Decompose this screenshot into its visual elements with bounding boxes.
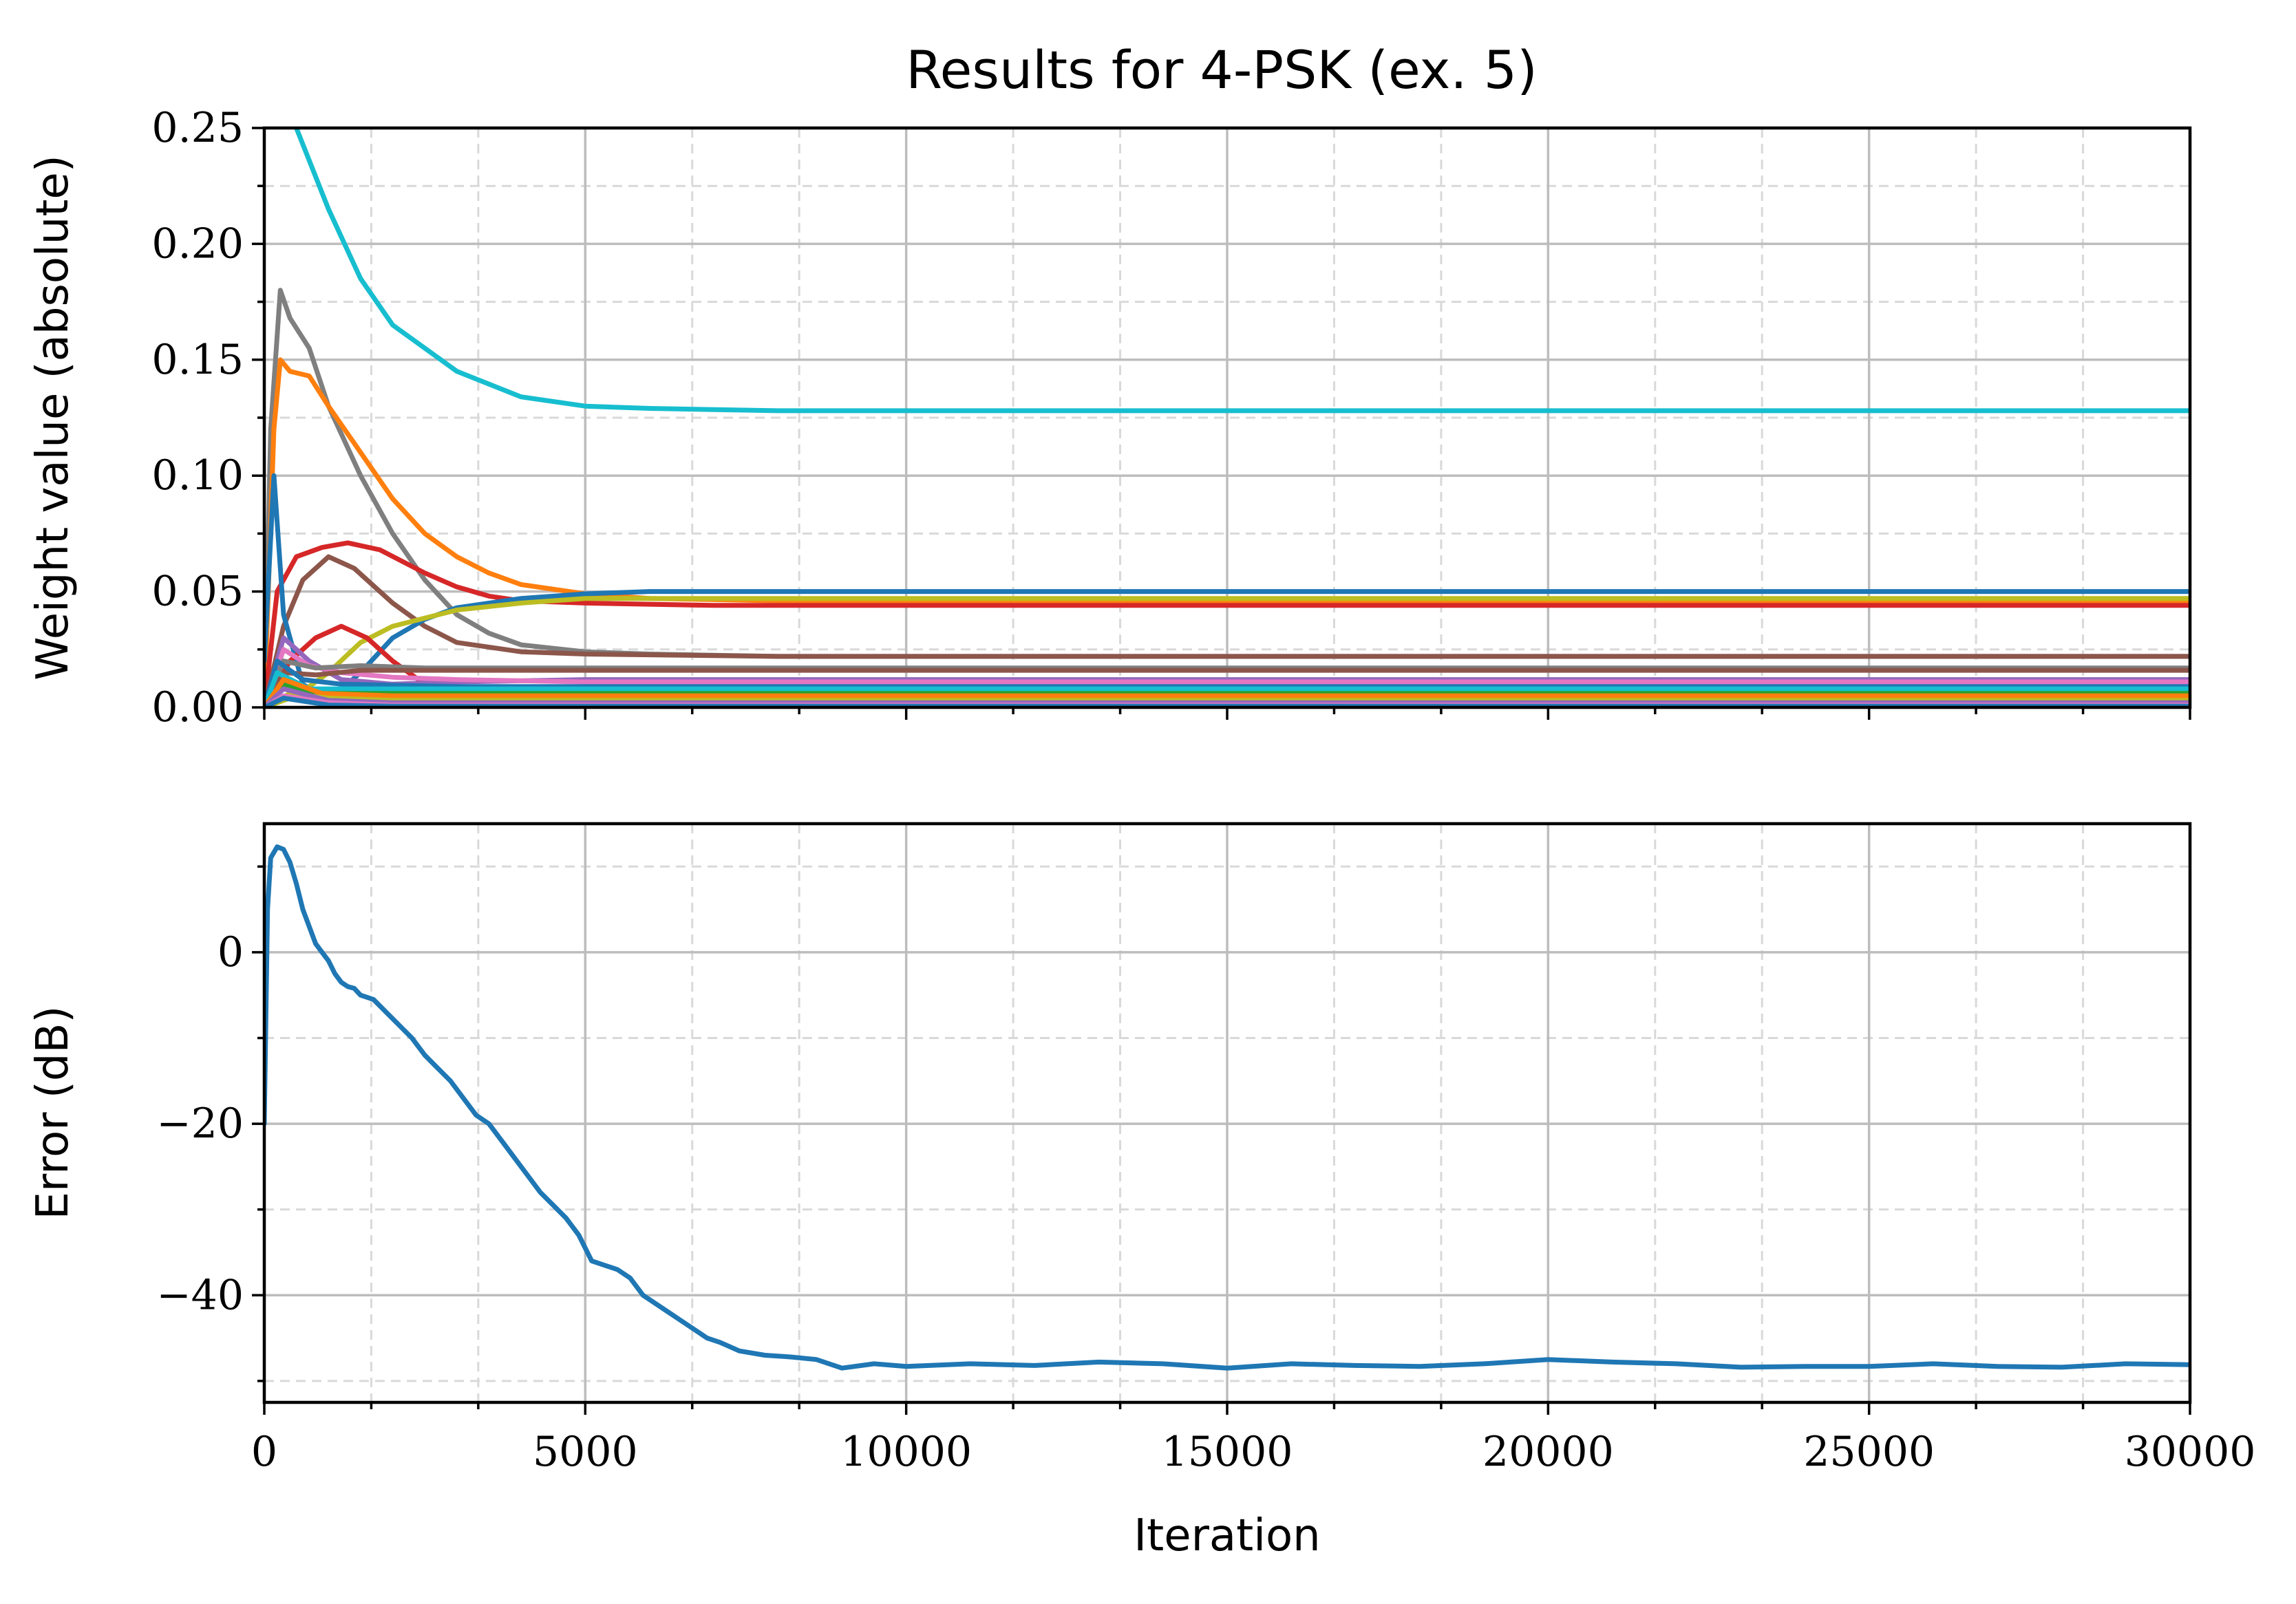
plot-frame	[262, 822, 2192, 1404]
y-axis-label: Error (dB)	[28, 1006, 78, 1220]
x-axis-label: Iteration	[1134, 1510, 1320, 1561]
weight-series-line-10	[264, 647, 2190, 707]
chart-title: Results for 4-PSK (ex. 5)	[906, 39, 1537, 100]
y-tick-label: 0	[217, 928, 244, 976]
x-tick-label: 25000	[1803, 1428, 1935, 1476]
weight-series-line-16	[264, 677, 2190, 707]
weight-series-line-4	[264, 540, 2190, 707]
error-plot-panel: 0 5000 10000 15000 20000 25000 30000 −40 −20 0 Err…	[28, 822, 2256, 1561]
x-tick-label: 5000	[533, 1428, 638, 1476]
weight-series-line-7	[264, 596, 2190, 707]
y-tick-label: −20	[156, 1100, 244, 1148]
y-tick-label: 0.15	[151, 336, 244, 384]
y-tick-label: 0.05	[151, 568, 244, 616]
weight-plot-panel: 0.00 0.05 0.10 0.15 0.20 0.25 Weight value (ab…	[28, 104, 2192, 731]
y-tick-label: 0.00	[151, 683, 244, 731]
y-tick-label: −40	[156, 1271, 244, 1319]
y-tick-label: 0.25	[151, 104, 244, 152]
weight-series-line-1	[293, 128, 2190, 414]
weight-series-line-12	[264, 667, 2190, 707]
error-series-line	[264, 844, 2190, 1371]
weight-series-line-5	[264, 554, 2190, 707]
x-tick-label: 30000	[2125, 1428, 2256, 1476]
x-tick-label: 20000	[1482, 1428, 1614, 1476]
y-axis-label: Weight value (absolute)	[28, 155, 78, 681]
x-tick-label: 0	[251, 1428, 277, 1476]
y-tick-label: 0.20	[151, 220, 244, 268]
x-tick-label: 10000	[840, 1428, 972, 1476]
y-tick-label: 0.10	[151, 451, 244, 500]
weight-series-line-6	[264, 473, 2190, 703]
weight-series-line-14	[264, 670, 2190, 707]
x-tick-label: 15000	[1162, 1428, 1293, 1476]
plot-frame	[262, 126, 2192, 709]
